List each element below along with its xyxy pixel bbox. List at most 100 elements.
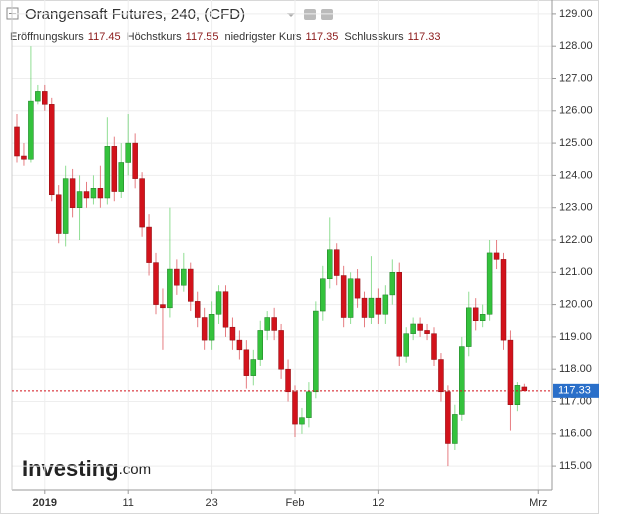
candle-body	[104, 146, 111, 199]
ohlc-value: 117.55	[186, 31, 219, 43]
config-icon[interactable]	[321, 9, 333, 20]
y-tick-label: 117.00	[559, 395, 592, 407]
candle-body	[424, 330, 430, 334]
candle-body	[403, 333, 409, 357]
candle-body	[174, 268, 180, 286]
candle-body	[438, 359, 444, 393]
candle-body	[479, 314, 486, 321]
candle-body	[361, 297, 368, 318]
candle-body	[500, 259, 507, 341]
candle-body	[97, 188, 104, 199]
x-tick-label: Mrz	[529, 497, 547, 509]
candle-body	[514, 385, 521, 405]
candle-body	[333, 249, 340, 276]
y-tick-label: 120.00	[559, 299, 593, 311]
candle-body	[452, 414, 458, 444]
y-tick-label: 129.00	[559, 8, 593, 20]
candle-body	[139, 178, 145, 228]
candle-body	[347, 278, 354, 318]
chart-frame	[0, 0, 599, 514]
candle-body	[90, 188, 97, 199]
chart-title: Orangensaft Futures, 240, (CFD)	[25, 6, 245, 23]
ohlc-value: 117.33	[408, 31, 441, 43]
x-tick-label: 2019	[33, 497, 57, 509]
ohlc-legend: Eröffnungskurs 117.45 Höchstkurs 117.55 nied…	[10, 31, 440, 43]
candle-body	[382, 294, 389, 315]
candle-body	[42, 91, 48, 105]
candle-body	[278, 330, 284, 370]
candle-body	[181, 268, 187, 286]
candle-body	[431, 333, 437, 360]
candle-body	[313, 310, 319, 393]
candle-body	[368, 297, 375, 318]
candle-body	[14, 126, 20, 157]
candle-body	[125, 142, 131, 163]
candle-body	[215, 291, 222, 315]
candle-body	[292, 391, 298, 425]
x-tick-label: 12	[372, 497, 384, 509]
candle-body	[188, 268, 194, 302]
candle-body	[55, 194, 62, 234]
y-tick-label: 126.00	[559, 105, 593, 117]
logo-main: Investing	[22, 456, 119, 481]
ohlc-value: 117.45	[88, 31, 121, 43]
candle-body	[486, 252, 493, 315]
settings-icon[interactable]	[304, 9, 316, 20]
candle-body	[118, 162, 124, 192]
price-label-box	[553, 383, 599, 398]
candle-body	[306, 391, 312, 418]
candle-body	[28, 100, 34, 160]
candle-body	[264, 317, 270, 331]
ohlc-label: Schlusskurs	[344, 31, 404, 43]
candle-body	[132, 142, 138, 179]
candle-body	[160, 304, 166, 309]
candle-body	[354, 278, 361, 299]
candle-body	[229, 326, 236, 341]
candle-body	[153, 262, 159, 305]
candle-body	[285, 368, 291, 393]
candle-body	[83, 191, 90, 199]
y-tick-label: 121.00	[559, 266, 593, 278]
candle-body	[62, 178, 69, 234]
y-tick-label: 119.00	[559, 331, 592, 343]
y-tick-label: 115.00	[559, 460, 592, 472]
y-tick-label: 124.00	[559, 169, 593, 181]
candle-body	[69, 178, 76, 208]
y-tick-label: 125.00	[559, 137, 593, 149]
y-tick-label: 127.00	[559, 72, 593, 84]
x-tick-label: Feb	[286, 497, 305, 509]
candle-body	[445, 391, 451, 444]
x-tick-label: 23	[205, 497, 217, 509]
logo: Investing.com	[22, 456, 151, 481]
candle-body	[146, 226, 152, 263]
candle-body	[208, 314, 215, 341]
candle-body	[194, 301, 201, 318]
y-tick-label: 123.00	[559, 202, 593, 214]
price-label: 117.33	[558, 385, 591, 397]
candle-body	[459, 346, 465, 415]
candle-body	[493, 252, 500, 260]
candle-body	[417, 323, 423, 331]
candle-body	[320, 278, 326, 312]
candle-body	[222, 291, 229, 328]
candle-body	[327, 249, 333, 280]
candle-body	[257, 330, 263, 360]
candle-body	[410, 323, 416, 334]
candle-body	[201, 317, 208, 341]
candle-body	[507, 339, 514, 405]
candle-body	[472, 307, 479, 321]
candle-body	[396, 272, 402, 357]
candle-body	[521, 386, 528, 392]
ohlc-label: niedrigster Kurs	[224, 31, 302, 43]
candle-body	[49, 104, 55, 196]
candle-body	[236, 339, 243, 351]
ohlc-label: Eröffnungskurs	[10, 31, 84, 43]
x-tick-label: 11	[122, 497, 133, 509]
candle-body	[21, 155, 27, 160]
y-tick-label: 128.00	[559, 40, 593, 52]
candle-body	[375, 297, 382, 315]
candle-body	[340, 275, 347, 318]
y-tick-label: 122.00	[559, 234, 593, 246]
ohlc-value: 117.35	[306, 31, 339, 43]
